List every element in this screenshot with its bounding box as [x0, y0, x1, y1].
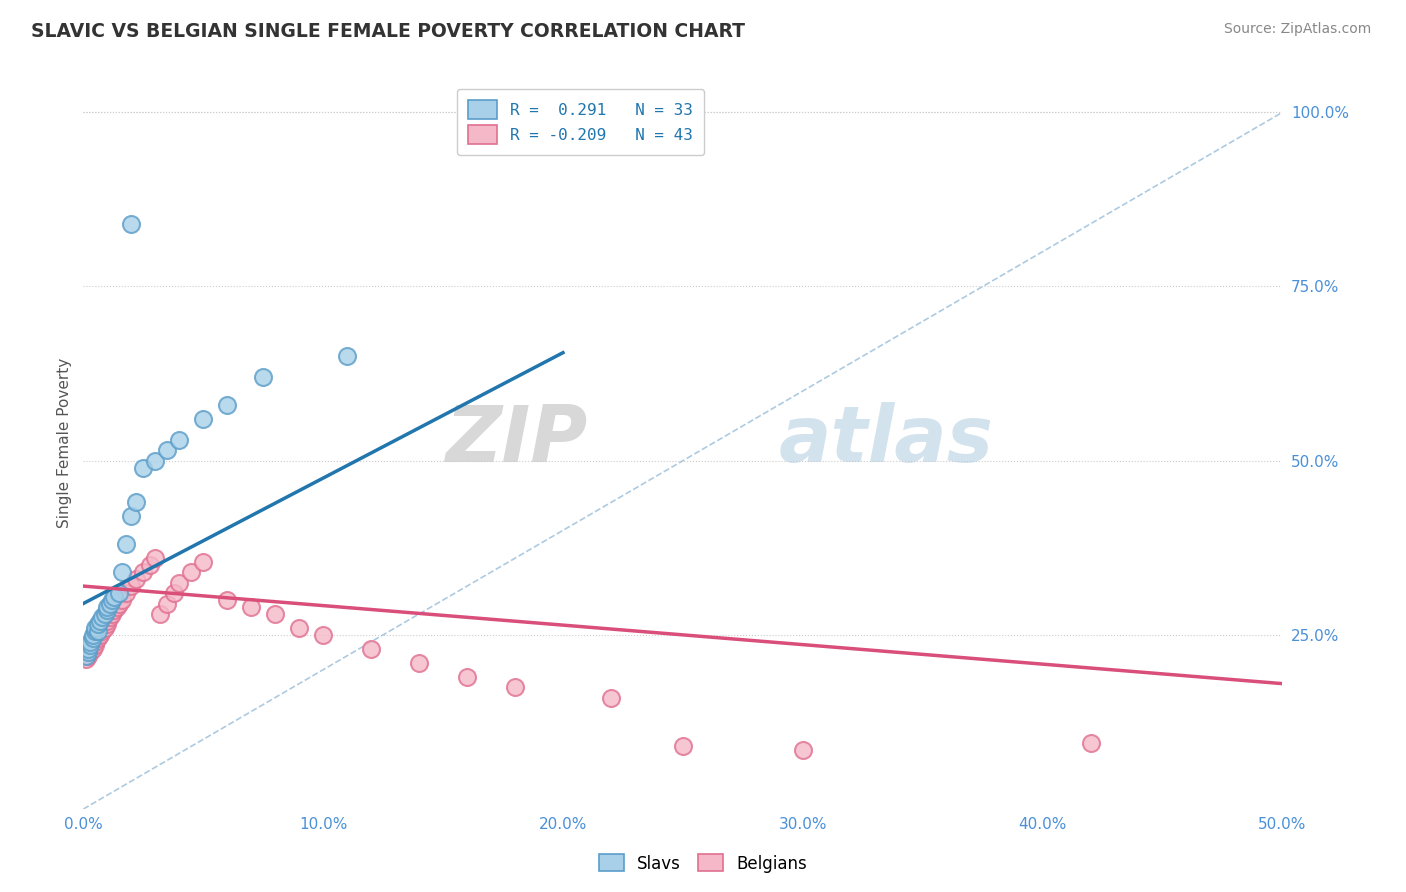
Point [96, 599, 118, 614]
Point [240, 599, 263, 614]
Text: ZIP: ZIP [444, 401, 586, 477]
Point [75, 652, 97, 666]
Text: SLAVIC VS BELGIAN SINGLE FEMALE POVERTY CORRELATION CHART: SLAVIC VS BELGIAN SINGLE FEMALE POVERTY … [31, 22, 745, 41]
Point [91, 624, 114, 639]
Point [84, 638, 107, 652]
Point [167, 575, 190, 590]
Point [101, 607, 124, 621]
Point [82, 628, 104, 642]
Point [115, 537, 138, 551]
Point [103, 590, 125, 604]
Point [105, 599, 128, 614]
Text: Source: ZipAtlas.com: Source: ZipAtlas.com [1223, 22, 1371, 37]
Point [86, 624, 108, 639]
Point [79, 635, 101, 649]
Point [125, 495, 148, 509]
Point [120, 217, 142, 231]
Point [132, 460, 155, 475]
Point [115, 586, 138, 600]
Point [94, 607, 117, 621]
Point [98, 597, 121, 611]
Point [86, 617, 108, 632]
Point [360, 641, 382, 656]
Point [167, 433, 190, 447]
Point [217, 593, 239, 607]
Point [120, 579, 142, 593]
Point [82, 641, 104, 656]
Point [600, 690, 623, 705]
Point [94, 621, 117, 635]
Point [143, 551, 166, 566]
Point [77, 641, 100, 656]
Point [139, 558, 162, 573]
Point [79, 645, 101, 659]
Point [264, 607, 287, 621]
Point [89, 628, 111, 642]
Point [288, 621, 311, 635]
Point [125, 572, 148, 586]
Point [193, 412, 215, 426]
Point [84, 624, 107, 639]
Point [132, 565, 155, 579]
Point [217, 398, 239, 412]
Point [193, 555, 215, 569]
Point [86, 632, 108, 646]
Point [252, 370, 274, 384]
Point [96, 614, 118, 628]
Point [149, 607, 172, 621]
Point [101, 593, 124, 607]
Point [77, 648, 100, 663]
Point [75, 648, 97, 663]
Point [108, 597, 131, 611]
Point [503, 680, 526, 694]
Point [1080, 736, 1102, 750]
Point [96, 603, 118, 617]
Point [91, 610, 114, 624]
Point [84, 621, 107, 635]
Point [96, 617, 118, 632]
Point [111, 565, 134, 579]
Point [163, 586, 186, 600]
Point [98, 610, 121, 624]
Point [79, 638, 101, 652]
Point [156, 597, 179, 611]
Text: atlas: atlas [779, 401, 994, 477]
Point [156, 443, 179, 458]
Point [336, 349, 359, 363]
Point [77, 645, 100, 659]
Y-axis label: Single Female Poverty: Single Female Poverty [58, 358, 72, 528]
Point [82, 632, 104, 646]
Point [89, 614, 111, 628]
Point [84, 635, 107, 649]
Point [312, 628, 335, 642]
Legend: R =  0.291   N = 33, R = -0.209   N = 43: R = 0.291 N = 33, R = -0.209 N = 43 [457, 89, 704, 154]
Point [408, 656, 430, 670]
Point [108, 586, 131, 600]
Point [672, 739, 695, 754]
Point [180, 565, 202, 579]
Point [120, 509, 142, 524]
Point [792, 743, 814, 757]
Point [111, 593, 134, 607]
Point [143, 453, 166, 467]
Legend: Slavs, Belgians: Slavs, Belgians [592, 847, 814, 880]
Point [103, 603, 125, 617]
Point [456, 670, 478, 684]
